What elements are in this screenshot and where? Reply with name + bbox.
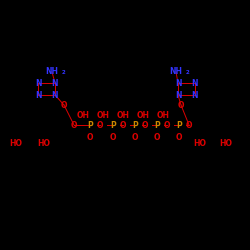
Text: N: N xyxy=(35,90,41,100)
Text: P: P xyxy=(110,120,116,130)
Text: N: N xyxy=(192,78,198,88)
Text: HO: HO xyxy=(38,138,51,147)
Text: P: P xyxy=(87,120,93,130)
Text: OH: OH xyxy=(96,110,110,120)
Text: OH: OH xyxy=(76,110,90,120)
Text: N: N xyxy=(52,78,58,88)
Text: OH: OH xyxy=(116,110,130,120)
Text: 2: 2 xyxy=(185,70,189,76)
Text: O: O xyxy=(97,120,103,130)
Text: O: O xyxy=(71,120,77,130)
Text: O: O xyxy=(154,132,160,141)
Text: N: N xyxy=(52,90,58,100)
Text: HO: HO xyxy=(194,138,206,147)
Text: OH: OH xyxy=(136,110,149,120)
Text: O: O xyxy=(142,120,148,130)
Text: P: P xyxy=(154,120,160,130)
Text: NH: NH xyxy=(46,68,59,76)
Text: N: N xyxy=(192,90,198,100)
Text: O: O xyxy=(87,132,93,141)
Text: O: O xyxy=(178,100,184,110)
Text: N: N xyxy=(175,78,181,88)
Text: O: O xyxy=(110,132,116,141)
Text: N: N xyxy=(35,78,41,88)
Text: O: O xyxy=(120,120,126,130)
Text: 2: 2 xyxy=(61,70,65,76)
Text: HO: HO xyxy=(10,138,22,147)
Text: OH: OH xyxy=(156,110,170,120)
Text: HO: HO xyxy=(220,138,232,147)
Text: O: O xyxy=(176,132,182,141)
Text: P: P xyxy=(132,120,138,130)
Text: O: O xyxy=(132,132,138,141)
Text: O: O xyxy=(164,120,170,130)
Text: O: O xyxy=(186,120,192,130)
Text: P: P xyxy=(176,120,182,130)
Text: NH: NH xyxy=(170,68,182,76)
Text: N: N xyxy=(175,90,181,100)
Text: O: O xyxy=(61,100,67,110)
